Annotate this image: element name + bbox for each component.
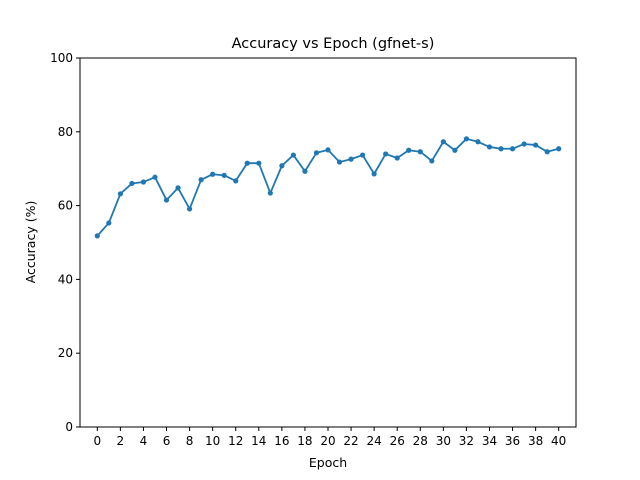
x-tick-label: 32 [459, 434, 474, 448]
data-point [186, 206, 193, 212]
tick-layer: 0 2 4 6 8 10 12 14 16 18 20 22 24 26 28 30 32 34 36 38 40020… [50, 51, 566, 448]
data-point [544, 149, 550, 155]
data-layer [94, 136, 562, 239]
y-tick-label: 60 [58, 199, 73, 213]
series-line [96, 137, 559, 237]
data-point [498, 146, 504, 152]
data-point [221, 172, 227, 178]
data-point [509, 146, 516, 152]
x-tick-label: 34 [482, 434, 497, 448]
data-point [475, 139, 481, 145]
data-point [348, 156, 354, 162]
chart-title: Accuracy vs Epoch (gfnet-s) [232, 36, 435, 52]
data-point [129, 180, 135, 187]
data-point [486, 144, 493, 150]
data-point [360, 152, 366, 158]
data-point [256, 160, 262, 166]
x-tick-label: 6 [163, 434, 171, 448]
data-point [244, 160, 250, 166]
data-point [233, 178, 239, 184]
data-point [452, 147, 458, 153]
x-tick-label: 38 [528, 434, 543, 448]
y-tick-label: 80 [58, 125, 73, 139]
y-tick-label: 20 [58, 346, 73, 360]
data-point [279, 163, 285, 169]
data-point [117, 191, 123, 197]
y-tick-label: 40 [58, 272, 73, 286]
data-point [267, 190, 273, 196]
data-point [198, 177, 204, 183]
data-point [313, 150, 320, 156]
x-tick-label: 2 [117, 434, 125, 448]
data-point [94, 233, 100, 239]
x-tick-label: 14 [251, 434, 266, 448]
data-point [440, 139, 446, 145]
x-tick-label: 12 [228, 434, 243, 448]
data-point [210, 171, 216, 177]
x-tick-label: 40 [551, 434, 566, 448]
x-tick-label: 20 [320, 434, 335, 448]
x-tick-label: 28 [413, 434, 428, 448]
data-point [394, 155, 400, 161]
data-point [417, 149, 423, 155]
y-tick-label: 0 [65, 420, 73, 434]
data-point [152, 174, 158, 180]
data-point [302, 168, 308, 174]
data-point [336, 159, 343, 165]
data-point [463, 136, 470, 142]
x-tick-label: 16 [274, 434, 289, 448]
data-point [290, 152, 296, 158]
data-point [406, 147, 412, 153]
data-point [429, 158, 435, 164]
x-tick-label: 26 [390, 434, 405, 448]
data-point [325, 147, 331, 153]
x-tick-label: 30 [436, 434, 451, 448]
data-point [163, 197, 170, 203]
x-tick-label: 0 [93, 434, 101, 448]
plot-frame [79, 57, 577, 428]
data-point [140, 179, 147, 185]
data-point [175, 185, 181, 191]
x-tick-label: 8 [186, 434, 194, 448]
x-tick-label: 22 [343, 434, 358, 448]
data-point [383, 151, 389, 157]
data-point [533, 142, 539, 148]
data-point [106, 220, 112, 226]
y-tick-label: 100 [50, 51, 73, 65]
data-point [521, 141, 527, 147]
x-tick-label: 36 [505, 434, 520, 448]
y-axis-label: Accuracy (%) [23, 201, 38, 284]
data-point [371, 171, 377, 177]
x-tick-label: 24 [366, 434, 381, 448]
x-tick-label: 4 [140, 434, 148, 448]
data-point [556, 146, 562, 152]
x-axis-label: Epoch [309, 455, 347, 470]
x-tick-label: 18 [297, 434, 312, 448]
x-tick-label: 10 [205, 434, 220, 448]
